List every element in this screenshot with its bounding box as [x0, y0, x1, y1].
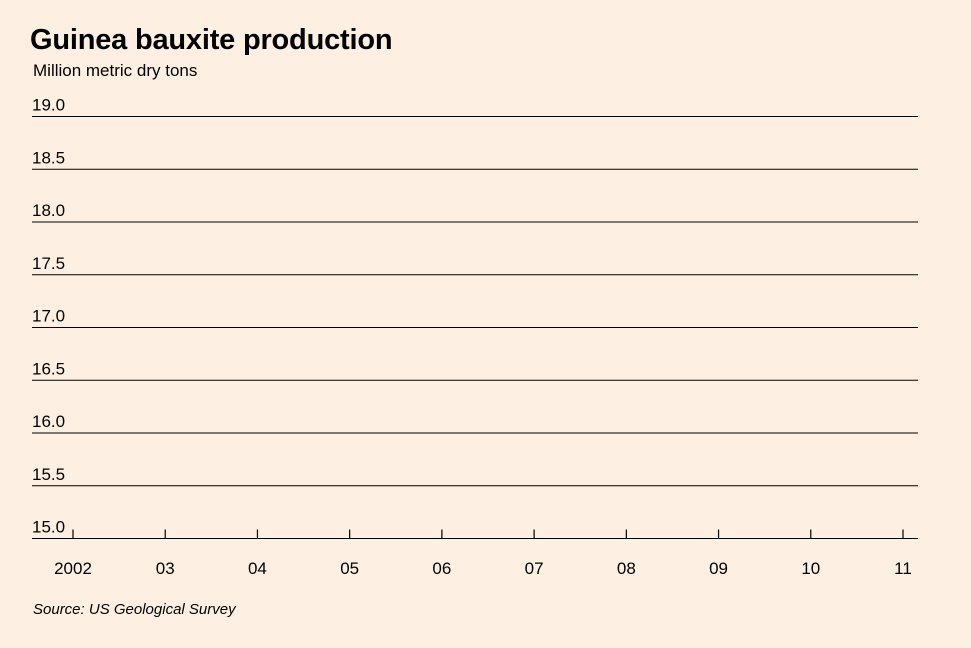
x-tick-label: 09	[709, 559, 728, 578]
x-tick-label: 2002	[54, 559, 92, 578]
y-tick-label: 15.0	[32, 518, 65, 537]
y-tick-label: 17.0	[32, 307, 65, 326]
x-tick-label: 04	[248, 559, 267, 578]
y-tick-label: 15.5	[32, 465, 65, 484]
x-tick-label: 03	[156, 559, 175, 578]
y-tick-label: 18.0	[32, 201, 65, 220]
y-tick-label: 19.0	[32, 96, 65, 115]
x-tick-label: 05	[340, 559, 359, 578]
x-tick-label: 10	[801, 559, 820, 578]
y-axis-tick-labels: 15.0 15.5 16.0 16.5 17.0 17.5 18.0 18.5 19.0	[32, 96, 65, 537]
chart-title: Guinea bauxite production	[30, 24, 393, 56]
x-tick-label: 11	[894, 559, 912, 578]
gridlines	[32, 116, 918, 539]
source-note: Source: US Geological Survey	[33, 601, 236, 618]
y-tick-label: 17.5	[32, 254, 65, 273]
y-tick-label: 18.5	[32, 148, 65, 167]
y-tick-label: 16.5	[32, 359, 65, 378]
x-tick-label: 07	[525, 559, 544, 578]
x-axis: 2002 03 04 05 06 07 08 09 10 11	[54, 529, 912, 578]
x-tick-label: 08	[617, 559, 636, 578]
y-tick-label: 16.0	[32, 412, 65, 431]
x-tick-label: 06	[432, 559, 451, 578]
chart-subtitle: Million metric dry tons	[33, 61, 198, 80]
